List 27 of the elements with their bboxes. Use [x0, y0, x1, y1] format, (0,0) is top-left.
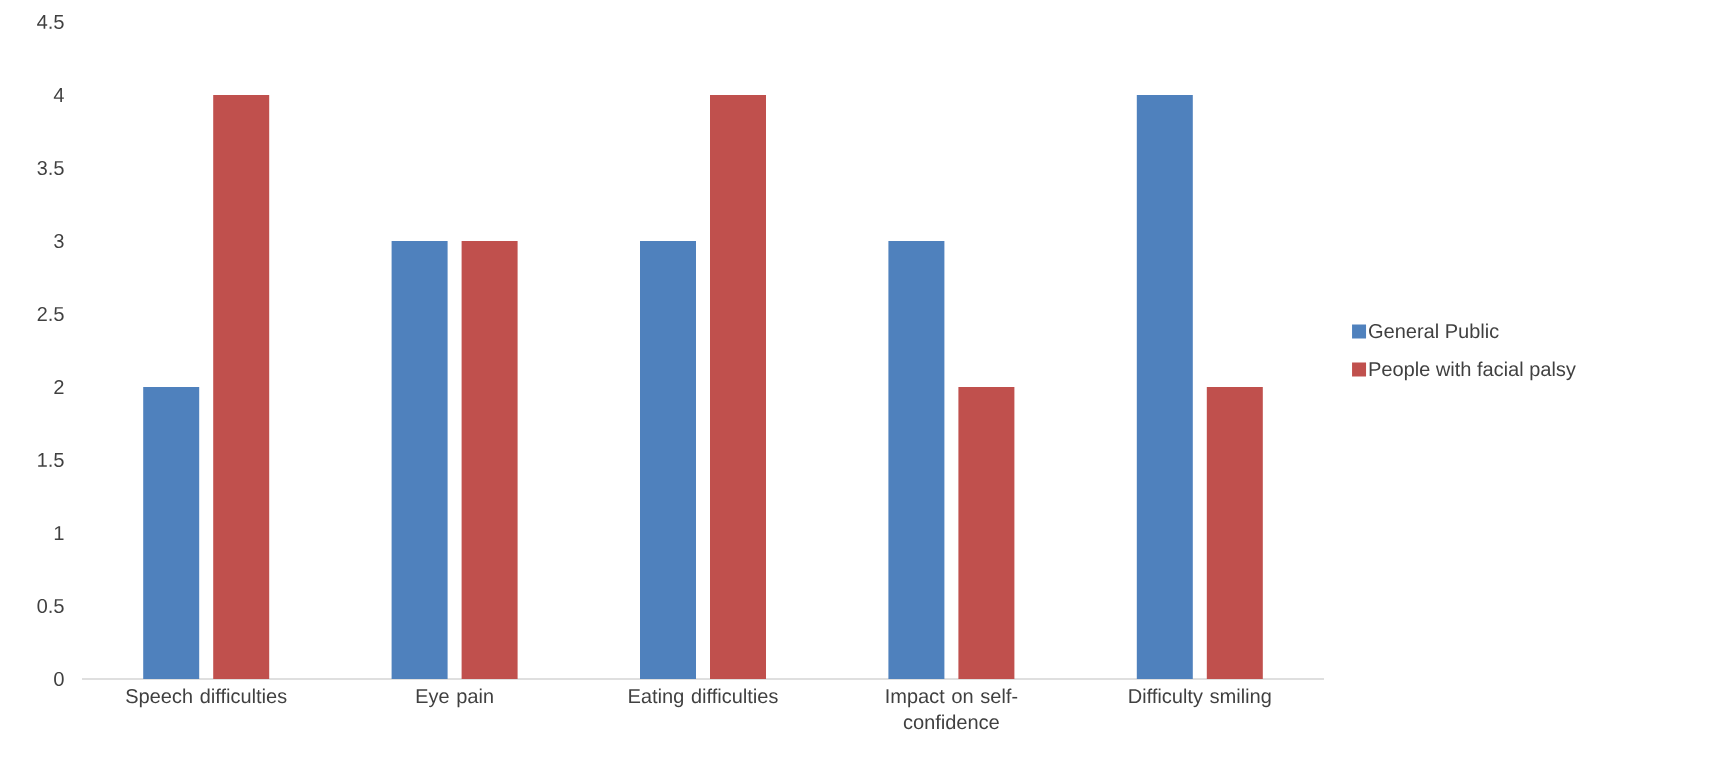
bar	[461, 241, 518, 679]
y-tick-label: 2.5	[37, 306, 64, 322]
bar	[391, 241, 448, 679]
legend-label: People with facial palsy	[1369, 361, 1576, 381]
legend-label: General Public	[1369, 323, 1499, 339]
x-tick-label: Difficulty smiling	[1129, 688, 1271, 708]
bar	[640, 241, 696, 679]
y-tick-label: 0	[54, 671, 64, 687]
bar	[143, 387, 200, 679]
y-tick-label: 0.5	[37, 598, 64, 614]
y-tick-label: 4	[53, 88, 64, 102]
x-tick-label: Eating difficulties	[629, 688, 778, 708]
bar	[958, 387, 1015, 679]
x-tick-label: Speech difficulties	[126, 688, 287, 708]
y-tick-label: 3	[54, 233, 64, 249]
bar	[1206, 387, 1263, 679]
y-tick-label: 3.5	[37, 160, 64, 176]
y-tick-label: 1	[54, 526, 64, 540]
y-tick-label: 1.5	[38, 453, 64, 467]
y-tick-label: 2	[54, 380, 64, 394]
bar	[1136, 95, 1193, 679]
bar	[213, 95, 270, 679]
y-tick-label: 4.5	[37, 15, 64, 29]
bar	[888, 241, 945, 679]
x-tick-label: Eye pain	[416, 688, 493, 708]
x-tick-label: Impact on self-confidence	[886, 688, 1018, 730]
bar	[710, 95, 766, 679]
